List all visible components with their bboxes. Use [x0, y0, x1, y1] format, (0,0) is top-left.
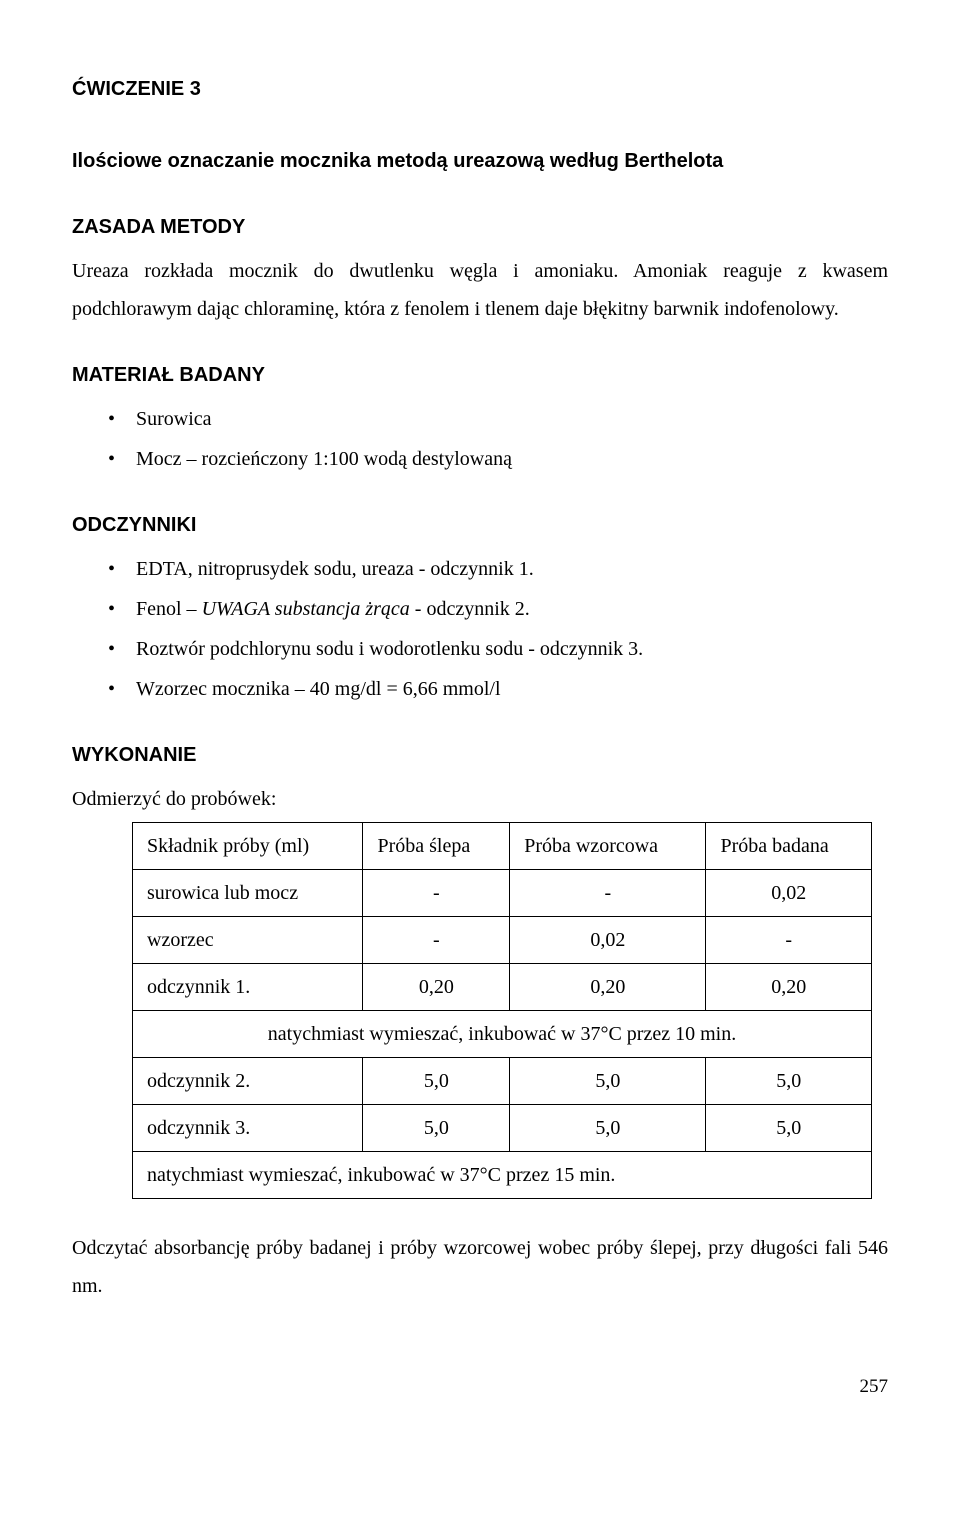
table-header: Próba ślepa — [363, 823, 510, 870]
list-item: Fenol – UWAGA substancja żrąca - odczynn… — [108, 590, 888, 628]
table-cell: 5,0 — [363, 1105, 510, 1152]
list-item: Surowica — [108, 400, 888, 438]
table-cell: - — [363, 917, 510, 964]
reagent-emphasis: UWAGA substancja żrąca — [202, 598, 410, 620]
table-row: odczynnik 2. 5,0 5,0 5,0 — [133, 1058, 872, 1105]
table-cell: odczynnik 2. — [133, 1058, 363, 1105]
table-cell: - — [510, 870, 706, 917]
table-row: odczynnik 1. 0,20 0,20 0,20 — [133, 964, 872, 1011]
reagents-heading: ODCZYNNIKI — [72, 506, 888, 544]
table-cell: wzorzec — [133, 917, 363, 964]
table-header: Próba wzorcowa — [510, 823, 706, 870]
document-title: Ilościowe oznaczanie mocznika metodą ure… — [72, 142, 888, 180]
table-row: odczynnik 3. 5,0 5,0 5,0 — [133, 1105, 872, 1152]
reagents-list: EDTA, nitroprusydek sodu, ureaza - odczy… — [72, 550, 888, 708]
table-note-row: natychmiast wymieszać, inkubować w 37°C … — [133, 1152, 872, 1199]
reagent-prefix: Fenol – — [136, 598, 202, 620]
closing-text: Odczytać absorbancję próby badanej i pró… — [72, 1229, 888, 1305]
material-heading: MATERIAŁ BADANY — [72, 356, 888, 394]
table-note-row: natychmiast wymieszać, inkubować w 37°C … — [133, 1011, 872, 1058]
table-row: surowica lub mocz - - 0,02 — [133, 870, 872, 917]
page-number: 257 — [72, 1369, 888, 1405]
list-item: Mocz – rozcieńczony 1:100 wodą destylowa… — [108, 440, 888, 478]
table-cell: - — [363, 870, 510, 917]
table-cell: 5,0 — [510, 1058, 706, 1105]
table-cell: - — [706, 917, 872, 964]
table-cell: odczynnik 1. — [133, 964, 363, 1011]
table-header: Składnik próby (ml) — [133, 823, 363, 870]
list-item: Roztwór podchlorynu sodu i wodorotlenku … — [108, 630, 888, 668]
list-item: EDTA, nitroprusydek sodu, ureaza - odczy… — [108, 550, 888, 588]
procedure-heading: WYKONANIE — [72, 736, 888, 774]
list-item: Wzorzec mocznika – 40 mg/dl = 6,66 mmol/… — [108, 670, 888, 708]
table-header: Próba badana — [706, 823, 872, 870]
table-cell: 0,20 — [363, 964, 510, 1011]
table-cell: 5,0 — [510, 1105, 706, 1152]
table-cell: 0,02 — [706, 870, 872, 917]
table-cell: 5,0 — [363, 1058, 510, 1105]
exercise-label: ĆWICZENIE 3 — [72, 70, 888, 108]
table-cell: surowica lub mocz — [133, 870, 363, 917]
material-list: Surowica Mocz – rozcieńczony 1:100 wodą … — [72, 400, 888, 478]
table-cell: 5,0 — [706, 1105, 872, 1152]
table-header-row: Składnik próby (ml) Próba ślepa Próba wz… — [133, 823, 872, 870]
principle-text: Ureaza rozkłada mocznik do dwutlenku węg… — [72, 252, 888, 328]
table-cell: 0,02 — [510, 917, 706, 964]
table-cell: odczynnik 3. — [133, 1105, 363, 1152]
procedure-table: Składnik próby (ml) Próba ślepa Próba wz… — [132, 822, 872, 1199]
procedure-intro: Odmierzyć do probówek: — [72, 780, 888, 818]
reagent-suffix: - odczynnik 2. — [410, 598, 530, 620]
table-row: wzorzec - 0,02 - — [133, 917, 872, 964]
table-cell: 5,0 — [706, 1058, 872, 1105]
table-note: natychmiast wymieszać, inkubować w 37°C … — [133, 1011, 872, 1058]
table-cell: 0,20 — [510, 964, 706, 1011]
table-note: natychmiast wymieszać, inkubować w 37°C … — [133, 1152, 872, 1199]
table-cell: 0,20 — [706, 964, 872, 1011]
principle-heading: ZASADA METODY — [72, 208, 888, 246]
